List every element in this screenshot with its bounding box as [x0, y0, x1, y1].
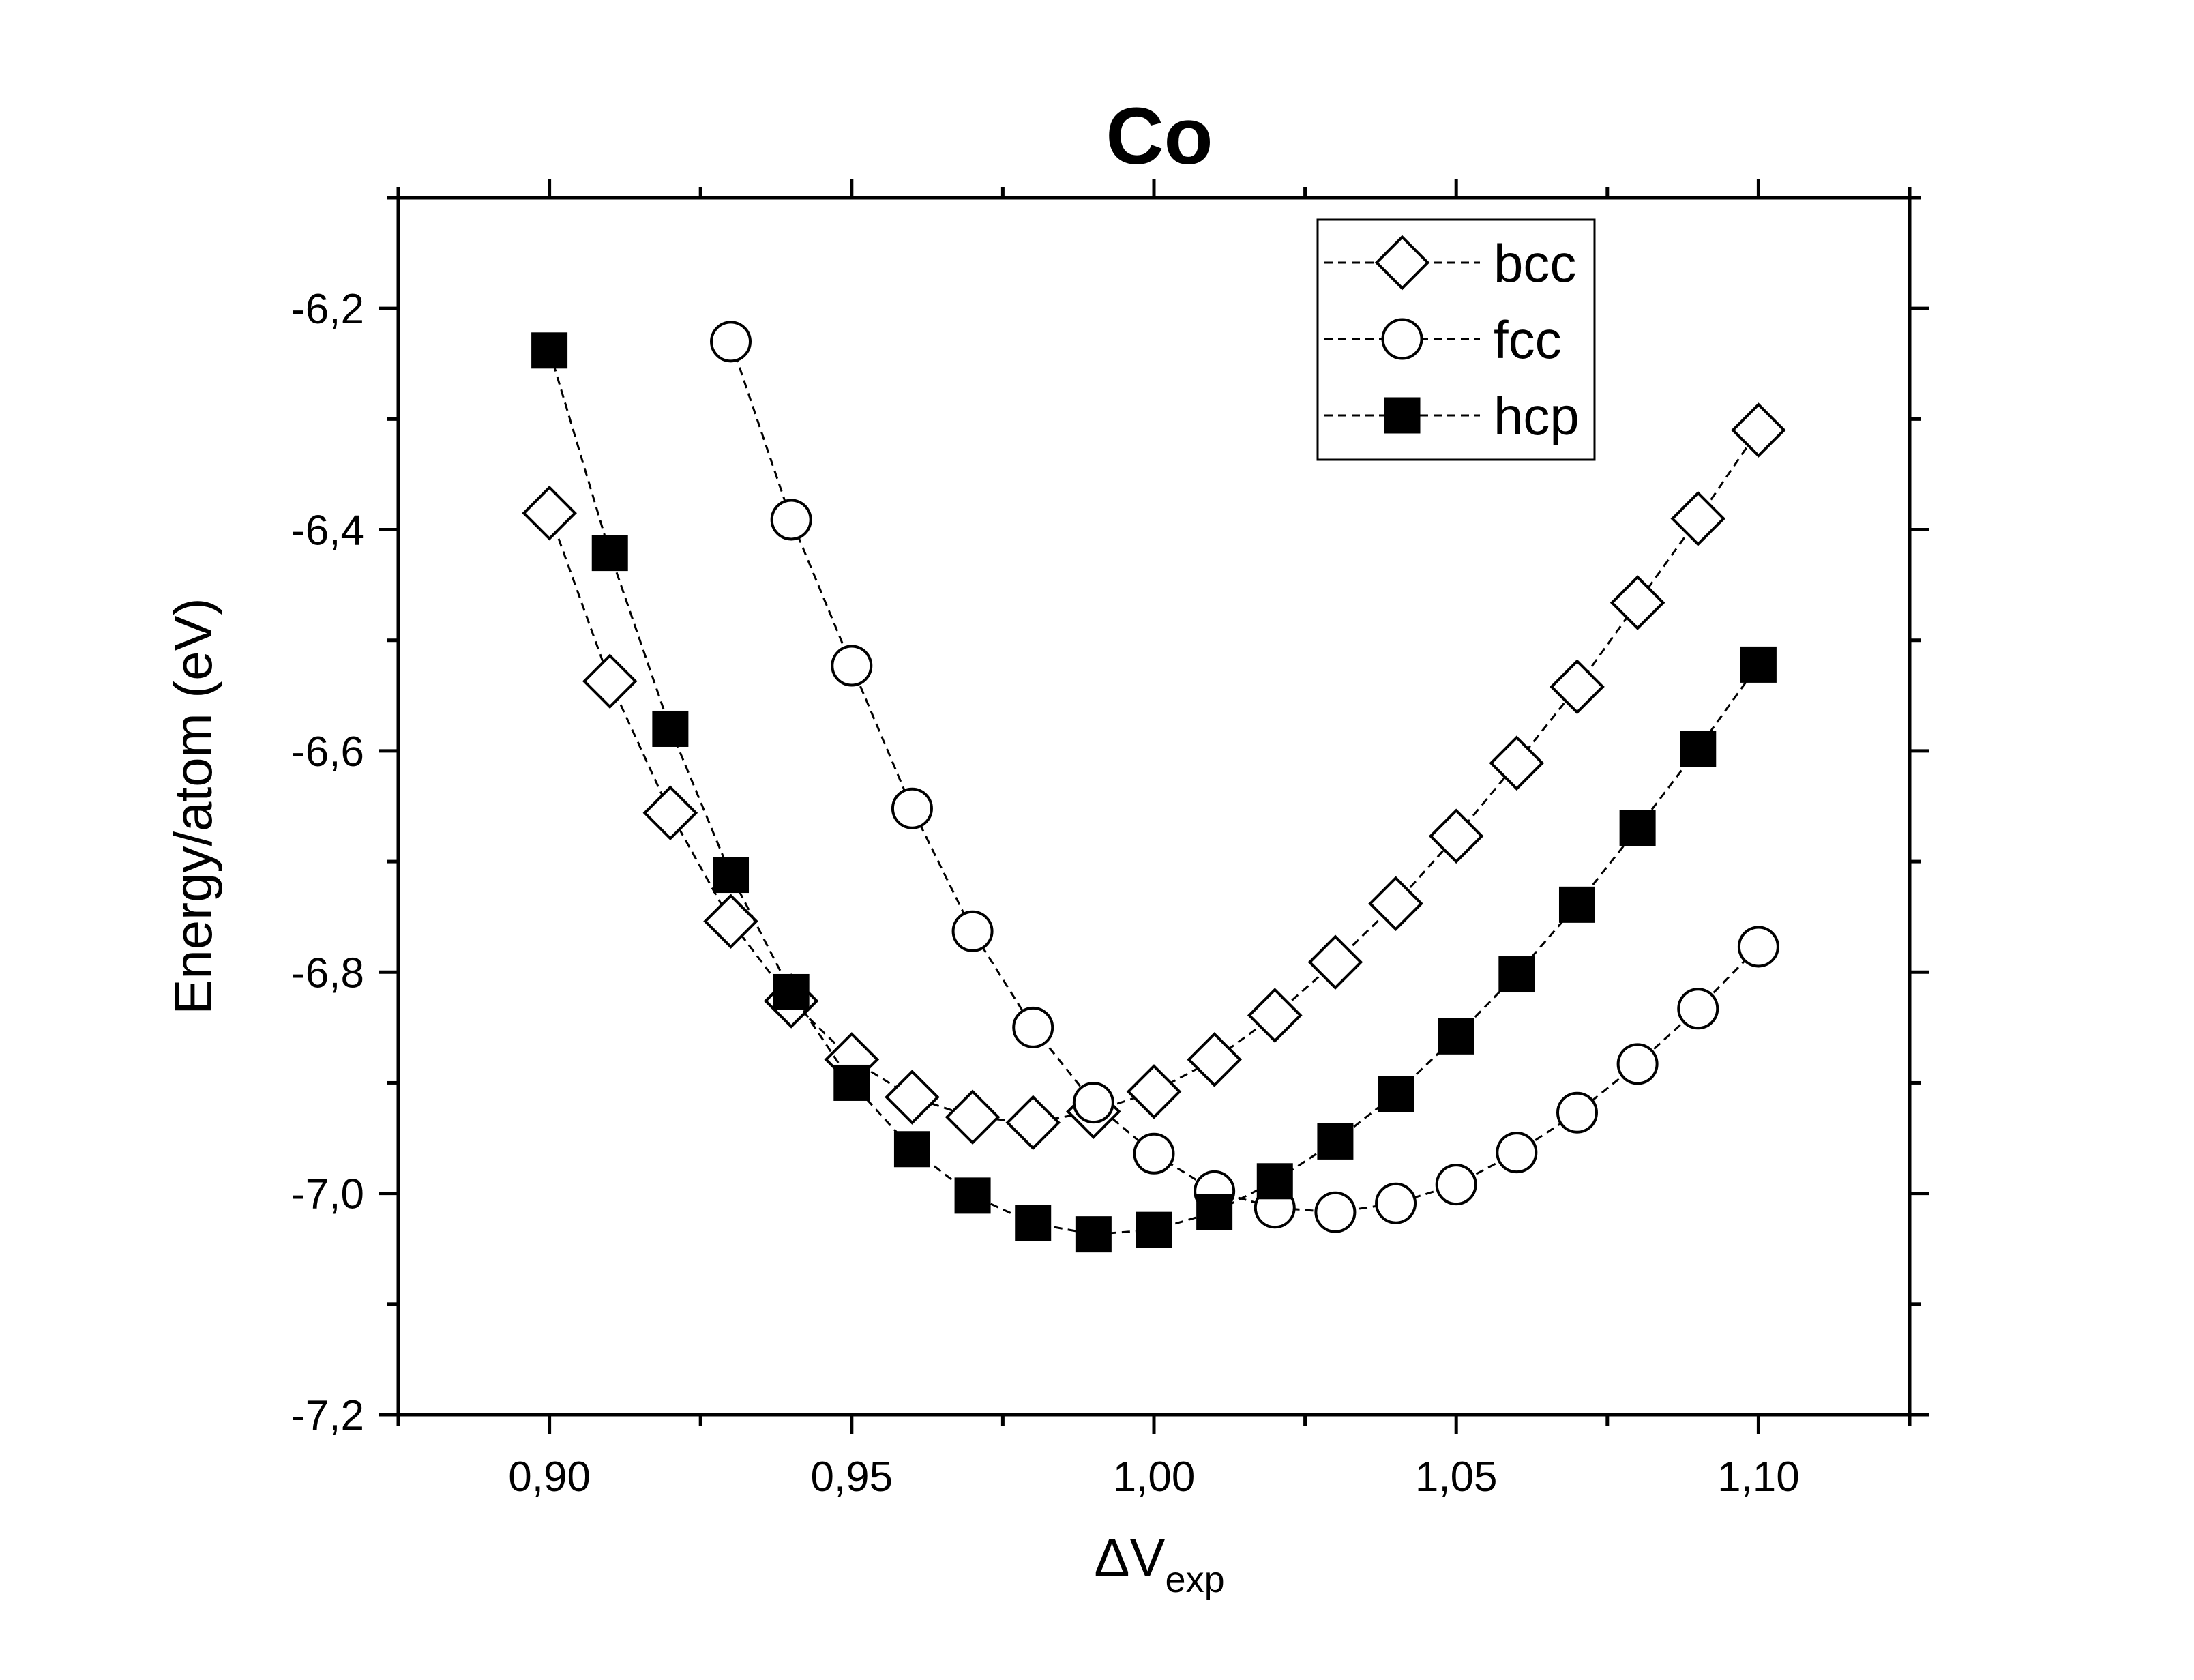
data-point-bcc	[1610, 575, 1665, 630]
data-point-fcc	[1375, 1182, 1417, 1224]
legend-label: fcc	[1494, 310, 1562, 370]
data-point-hcp	[713, 857, 750, 894]
x-tick-label: 1,10	[1717, 1454, 1800, 1501]
data-point-bcc	[1670, 490, 1726, 546]
x-tick-label: 0,95	[810, 1454, 893, 1501]
data-point-fcc	[770, 499, 812, 541]
data-point-fcc	[1737, 926, 1779, 968]
data-point-fcc	[1496, 1132, 1538, 1174]
data-point-hcp	[1378, 1076, 1414, 1112]
x-axis-label: ΔVexp	[1094, 1527, 1224, 1600]
data-point-hcp	[1680, 731, 1717, 767]
legend-label: bcc	[1494, 233, 1576, 293]
data-point-fcc	[1677, 988, 1719, 1030]
data-point-hcp	[1558, 886, 1595, 923]
data-point-fcc	[1012, 1006, 1054, 1048]
chart-title: Co	[1106, 91, 1213, 181]
axes-layer: 0,90 0,95 1,00 1,05 1,10 -6,2 -6,4 -6,6 -6,8 -7,0…	[291, 179, 1929, 1501]
legend-marker-fcc	[1381, 318, 1423, 360]
data-point-bcc	[1247, 988, 1303, 1043]
legend-label: hcp	[1494, 386, 1580, 446]
data-point-fcc	[1072, 1082, 1114, 1124]
x-axis-label-subscript: exp	[1166, 1559, 1225, 1600]
legend-marker-bcc	[1374, 235, 1430, 291]
data-point-bcc	[1368, 876, 1423, 932]
legend-item-fcc: fcc	[1324, 310, 1562, 370]
data-point-hcp	[531, 332, 568, 369]
series-hcp	[531, 332, 1777, 1253]
x-tick-label: 0,90	[508, 1454, 591, 1501]
data-point-bcc	[522, 485, 577, 541]
data-point-hcp	[1196, 1194, 1233, 1230]
data-point-bcc	[885, 1070, 940, 1125]
data-point-hcp	[1619, 810, 1656, 846]
data-point-hcp	[1740, 646, 1777, 683]
legend-box	[1316, 218, 1596, 461]
data-point-bcc	[1307, 934, 1363, 990]
data-point-hcp	[893, 1131, 930, 1168]
legend-items: bcc fcc hcp	[1324, 233, 1580, 446]
data-point-bcc	[642, 785, 698, 841]
legend-item-hcp: hcp	[1324, 386, 1580, 446]
y-tick-label: -7,2	[291, 1392, 364, 1439]
series-layer	[522, 321, 1786, 1253]
data-point-hcp	[954, 1177, 991, 1214]
legend-marker-hcp	[1384, 397, 1421, 434]
legend-item-bcc: bcc	[1324, 233, 1576, 293]
data-point-fcc	[951, 910, 994, 952]
y-tick-label: -6,4	[291, 507, 364, 555]
data-point-hcp	[1136, 1211, 1172, 1248]
data-point-bcc	[1550, 659, 1605, 715]
data-point-fcc	[1133, 1132, 1175, 1175]
data-point-fcc	[1556, 1091, 1598, 1134]
data-point-hcp	[1015, 1205, 1052, 1241]
data-point-hcp	[773, 973, 810, 1010]
series-fcc	[710, 321, 1779, 1233]
data-point-fcc	[710, 321, 752, 363]
y-axis-label: Energy/atom (eV)	[163, 598, 223, 1014]
legend: bcc fcc hcp	[1316, 218, 1596, 461]
data-point-fcc	[1435, 1164, 1477, 1206]
y-tick-label: -6,8	[291, 949, 364, 997]
y-tick-label: -6,2	[291, 286, 364, 333]
data-point-bcc	[1005, 1095, 1061, 1151]
series-bcc	[522, 402, 1786, 1151]
data-point-fcc	[891, 787, 933, 829]
data-point-bcc	[1428, 808, 1484, 864]
data-point-bcc	[703, 894, 758, 949]
data-point-hcp	[1256, 1163, 1293, 1200]
data-point-bcc	[1489, 735, 1545, 791]
data-point-fcc	[1616, 1043, 1659, 1085]
data-point-fcc	[831, 645, 873, 687]
data-point-bcc	[1187, 1032, 1242, 1087]
series-line-bcc	[548, 429, 1760, 1124]
y-tick-label: -6,6	[291, 728, 364, 776]
data-point-hcp	[591, 535, 628, 572]
data-point-hcp	[833, 1064, 870, 1101]
series-line-fcc	[730, 341, 1760, 1213]
data-point-bcc	[1731, 402, 1786, 458]
data-point-bcc	[1126, 1064, 1182, 1119]
data-point-hcp	[1438, 1018, 1474, 1055]
data-point-bcc	[582, 653, 638, 709]
x-axis-label-main: ΔV	[1094, 1527, 1165, 1587]
data-point-hcp	[1498, 956, 1535, 993]
y-tick-label: -7,0	[291, 1171, 364, 1218]
x-tick-label: 1,00	[1113, 1454, 1196, 1501]
data-point-hcp	[652, 710, 689, 747]
data-point-hcp	[1075, 1216, 1112, 1253]
data-point-fcc	[1314, 1191, 1357, 1233]
data-point-hcp	[1317, 1123, 1354, 1160]
x-tick-label: 1,05	[1415, 1454, 1498, 1501]
data-point-bcc	[945, 1089, 1000, 1145]
